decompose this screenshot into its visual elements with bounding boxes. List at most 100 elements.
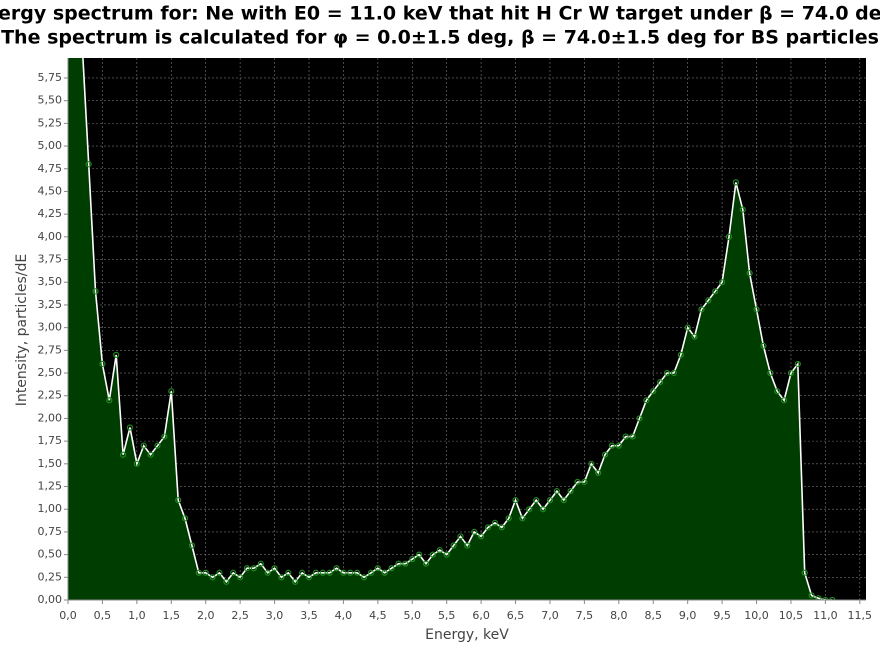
data-point <box>175 497 182 504</box>
y-tick-label: 3,50 <box>38 275 63 288</box>
data-point <box>354 569 361 576</box>
data-point <box>546 497 554 504</box>
data-point <box>250 565 258 572</box>
data-point <box>629 433 636 440</box>
data-point <box>739 206 746 213</box>
data-point <box>113 351 120 358</box>
data-point <box>484 524 492 531</box>
y-axis-label: Intensity, particles/dE <box>14 254 30 406</box>
data-point <box>822 596 829 600</box>
data-point <box>126 424 134 431</box>
data-point <box>794 360 801 368</box>
data-point <box>360 574 368 581</box>
data-point <box>560 497 567 504</box>
y-tick-label: 1,25 <box>38 480 63 493</box>
data-point <box>650 388 657 395</box>
data-point <box>402 560 409 567</box>
data-point <box>257 560 264 567</box>
data-point <box>264 569 271 576</box>
x-tick-label: 9,0 <box>679 609 697 622</box>
x-tick-label: 11,0 <box>813 609 838 622</box>
data-point <box>381 569 388 576</box>
data-point <box>388 565 395 572</box>
y-tick-label: 3,00 <box>38 321 63 334</box>
data-point <box>243 565 251 572</box>
data-point <box>498 524 505 531</box>
data-point <box>271 565 278 572</box>
data-point <box>278 574 285 581</box>
data-point <box>595 469 602 476</box>
data-point <box>436 546 443 554</box>
data-point <box>168 388 175 395</box>
data-point <box>347 569 354 576</box>
data-point <box>512 497 519 504</box>
x-tick-label: 7,5 <box>576 609 594 622</box>
data-point <box>312 569 319 576</box>
x-tick-label: 3,5 <box>300 609 318 622</box>
data-point <box>154 442 161 449</box>
data-point <box>140 442 147 449</box>
y-tick-label: 4,75 <box>38 162 63 175</box>
data-point <box>395 560 402 567</box>
data-point <box>491 519 498 526</box>
data-point <box>298 569 306 576</box>
data-point <box>533 497 540 504</box>
area-fill <box>68 58 833 600</box>
y-tick-label: 3,75 <box>38 253 63 266</box>
data-point <box>829 596 836 600</box>
data-point <box>409 556 416 563</box>
data-point <box>760 342 767 349</box>
x-tick-label: 8,5 <box>644 609 662 622</box>
data-point <box>505 515 512 522</box>
data-point <box>767 369 774 377</box>
data-point <box>539 506 547 513</box>
x-tick-label: 0,0 <box>59 609 77 622</box>
data-point <box>333 565 340 572</box>
data-point <box>705 297 712 304</box>
x-tick-label: 3,0 <box>266 609 284 622</box>
data-point <box>753 306 760 313</box>
data-point <box>209 574 216 581</box>
y-tick-label: 0,50 <box>38 548 63 561</box>
x-tick-label: 4,0 <box>335 609 353 622</box>
series <box>68 58 836 600</box>
x-tick-label: 2,5 <box>231 609 249 622</box>
data-point <box>181 515 189 522</box>
data-point <box>780 397 788 404</box>
y-tick-label: 4,25 <box>38 207 63 220</box>
data-point <box>367 569 375 576</box>
y-tick-label: 1,75 <box>38 434 63 447</box>
x-tick-label: 5,5 <box>438 609 456 622</box>
data-point <box>216 569 223 576</box>
data-point <box>684 324 691 331</box>
data-point <box>133 460 140 467</box>
y-tick-label: 2,25 <box>38 389 63 402</box>
y-tick-label: 5,25 <box>38 116 63 129</box>
data-point <box>732 179 739 186</box>
data-point <box>574 478 581 486</box>
data-point <box>663 369 671 377</box>
y-tick-label: 2,00 <box>38 411 63 424</box>
data-point <box>581 478 588 486</box>
spectrum-line <box>82 58 833 600</box>
data-point <box>319 569 326 576</box>
y-tick-label: 4,00 <box>38 230 63 243</box>
data-point <box>615 442 622 449</box>
y-tick-label: 5,00 <box>38 139 63 152</box>
data-point <box>718 279 726 286</box>
data-point <box>119 451 127 458</box>
data-point <box>374 565 381 572</box>
data-point <box>643 397 650 404</box>
data-point <box>230 569 237 576</box>
data-point <box>202 569 209 576</box>
data-point <box>106 397 113 404</box>
data-point <box>712 288 719 295</box>
y-tick-label: 4,50 <box>38 184 63 197</box>
data-point <box>815 595 822 600</box>
data-point <box>698 306 705 313</box>
x-tick-label: 10,5 <box>779 609 804 622</box>
x-tick-label: 11,5 <box>848 609 873 622</box>
data-point <box>340 569 347 576</box>
x-axis-label: Energy, keV <box>425 627 509 643</box>
